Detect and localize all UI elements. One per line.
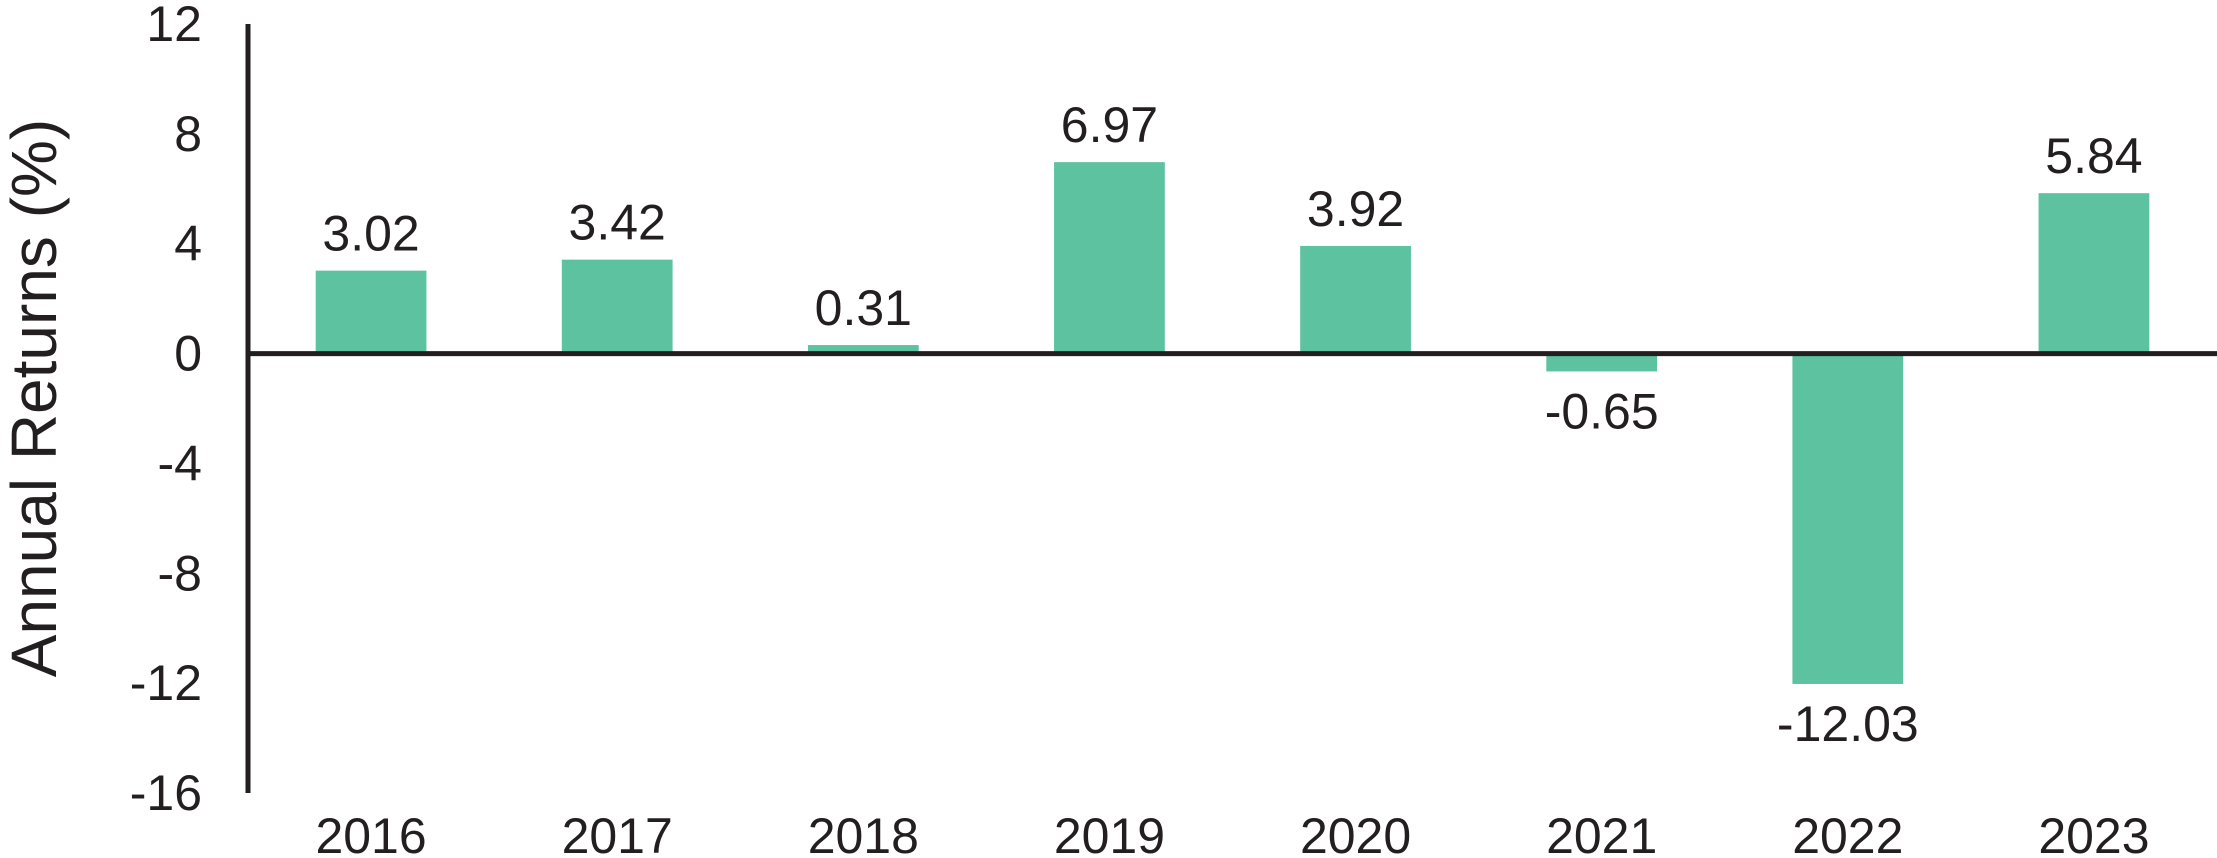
y-tick-label: -12 [130,655,202,711]
x-tick-label: 2018 [808,808,919,858]
x-tick-label: 2021 [1546,808,1657,858]
data-label-2019: 6.97 [1061,97,1158,153]
y-axis-title: Annual Returns (%) [0,119,70,677]
bars [315,162,2150,684]
data-labels: 3.02 3.42 0.31 6.97 3.92 -0.65 -12.03 5.84 [322,97,2142,752]
x-tick-label: 2017 [562,808,673,858]
y-tick-label: 8 [174,106,202,162]
bar-2019 [1054,162,1165,354]
data-label-2016: 3.02 [322,206,419,262]
x-tick-label: 2022 [1792,808,1903,858]
data-label-2018: 0.31 [815,280,912,336]
data-label-2020: 3.92 [1307,181,1404,237]
bar-2017 [561,259,673,354]
bar-2018 [807,345,919,354]
y-tick-label: 0 [174,326,202,382]
x-tick-label: 2016 [315,808,426,858]
x-tick-label: 2023 [2038,808,2149,858]
bar-2020 [1300,245,1411,354]
data-label-2022: -12.03 [1777,696,1919,752]
bar-2021 [1546,353,1658,372]
data-label-2017: 3.42 [569,195,666,251]
y-axis-ticks: 12 8 4 0 -4 -8 -12 -16 [130,0,202,821]
bar-2022 [1792,353,1904,684]
x-tick-label: 2019 [1054,808,1165,858]
x-tick-label: 2020 [1300,808,1411,858]
bar-2023 [2038,193,2150,354]
y-tick-label: -4 [158,435,202,491]
y-tick-label: 12 [146,0,202,52]
data-label-2021: -0.65 [1545,383,1659,439]
bar-2016 [315,270,427,354]
y-tick-label: 4 [174,216,202,272]
y-tick-label: -16 [130,765,202,821]
y-tick-label: -8 [158,545,202,601]
data-label-2023: 5.84 [2045,128,2142,184]
x-axis-ticks: 2016 2017 2018 2019 2020 2021 2022 2023 [315,808,2149,858]
